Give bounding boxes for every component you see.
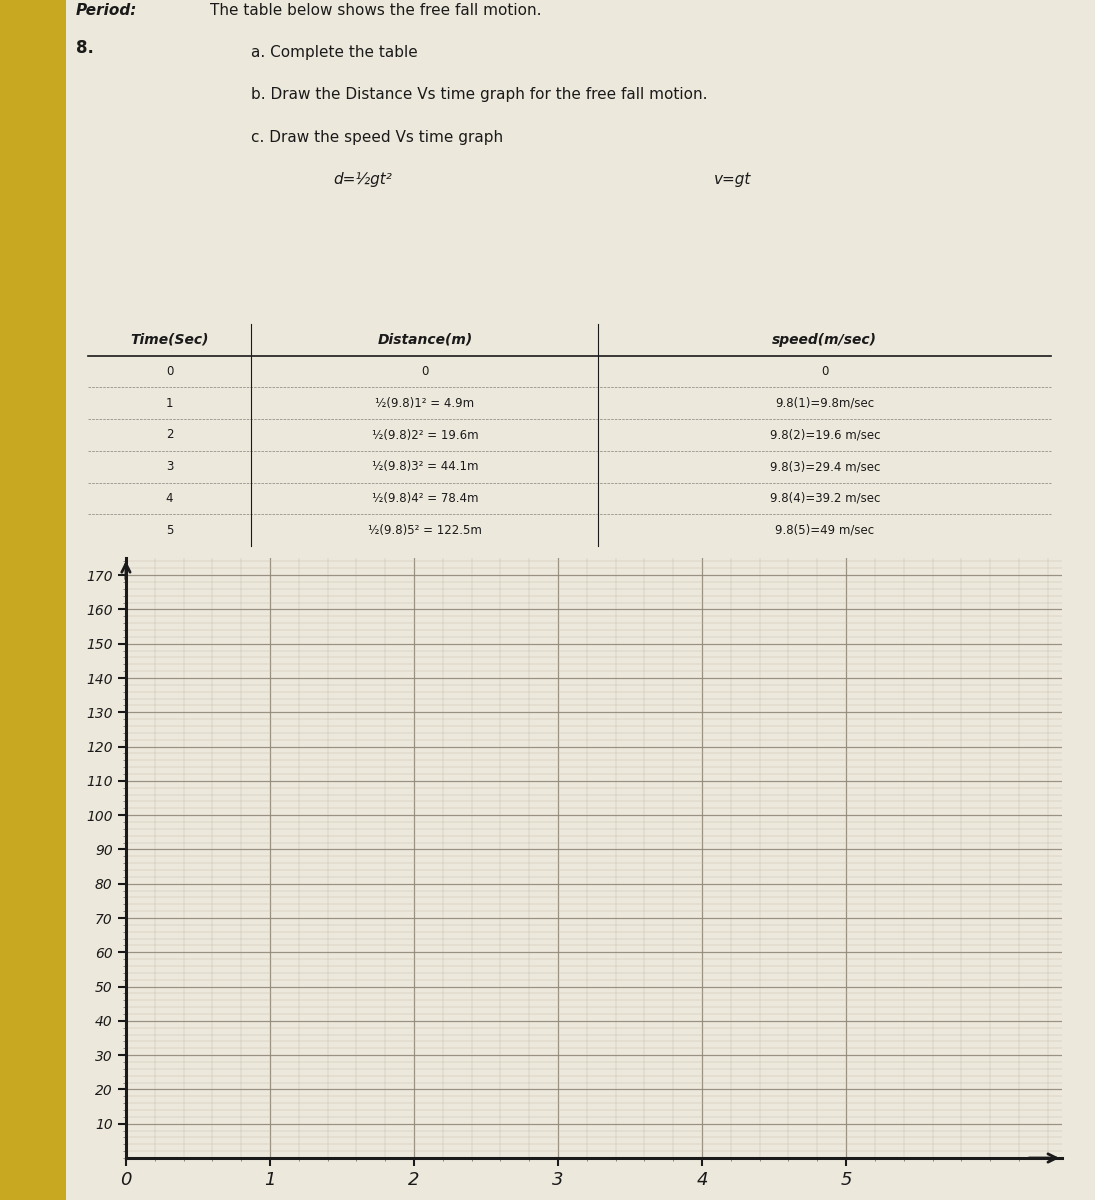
Text: speed(m/sec): speed(m/sec)	[772, 332, 877, 347]
Text: c. Draw the speed Vs time graph: c. Draw the speed Vs time graph	[251, 130, 503, 144]
Text: 5: 5	[165, 523, 173, 536]
Text: 2: 2	[165, 428, 173, 442]
Text: 1: 1	[165, 397, 173, 409]
Text: Distance(m): Distance(m)	[378, 332, 472, 347]
Text: ½(9.8)5² = 122.5m: ½(9.8)5² = 122.5m	[368, 523, 482, 536]
Text: v=gt: v=gt	[714, 172, 751, 187]
Text: Time(Sec): Time(Sec)	[130, 332, 209, 347]
Text: 9.8(1)=9.8m/sec: 9.8(1)=9.8m/sec	[775, 397, 874, 409]
Text: The table below shows the free fall motion.: The table below shows the free fall moti…	[210, 4, 541, 18]
Text: Period:: Period:	[76, 4, 137, 18]
Text: 9.8(2)=19.6 m/sec: 9.8(2)=19.6 m/sec	[770, 428, 880, 442]
Text: ½(9.8)2² = 19.6m: ½(9.8)2² = 19.6m	[371, 428, 479, 442]
Text: 8.: 8.	[76, 38, 94, 56]
Text: ½(9.8)1² = 4.9m: ½(9.8)1² = 4.9m	[376, 397, 474, 409]
Text: 0: 0	[165, 365, 173, 378]
Text: b. Draw the Distance Vs time graph for the free fall motion.: b. Draw the Distance Vs time graph for t…	[251, 88, 707, 102]
Text: 9.8(5)=49 m/sec: 9.8(5)=49 m/sec	[775, 523, 874, 536]
Text: 0: 0	[821, 365, 829, 378]
Text: 0: 0	[422, 365, 428, 378]
Text: ½(9.8)3² = 44.1m: ½(9.8)3² = 44.1m	[371, 461, 479, 473]
Text: 3: 3	[165, 461, 173, 473]
Text: ½(9.8)4² = 78.4m: ½(9.8)4² = 78.4m	[371, 492, 479, 505]
Text: d=½gt²: d=½gt²	[333, 172, 392, 187]
Text: 4: 4	[165, 492, 173, 505]
Text: 9.8(3)=29.4 m/sec: 9.8(3)=29.4 m/sec	[770, 461, 880, 473]
Text: 9.8(4)=39.2 m/sec: 9.8(4)=39.2 m/sec	[770, 492, 880, 505]
Text: a. Complete the table: a. Complete the table	[251, 46, 417, 60]
